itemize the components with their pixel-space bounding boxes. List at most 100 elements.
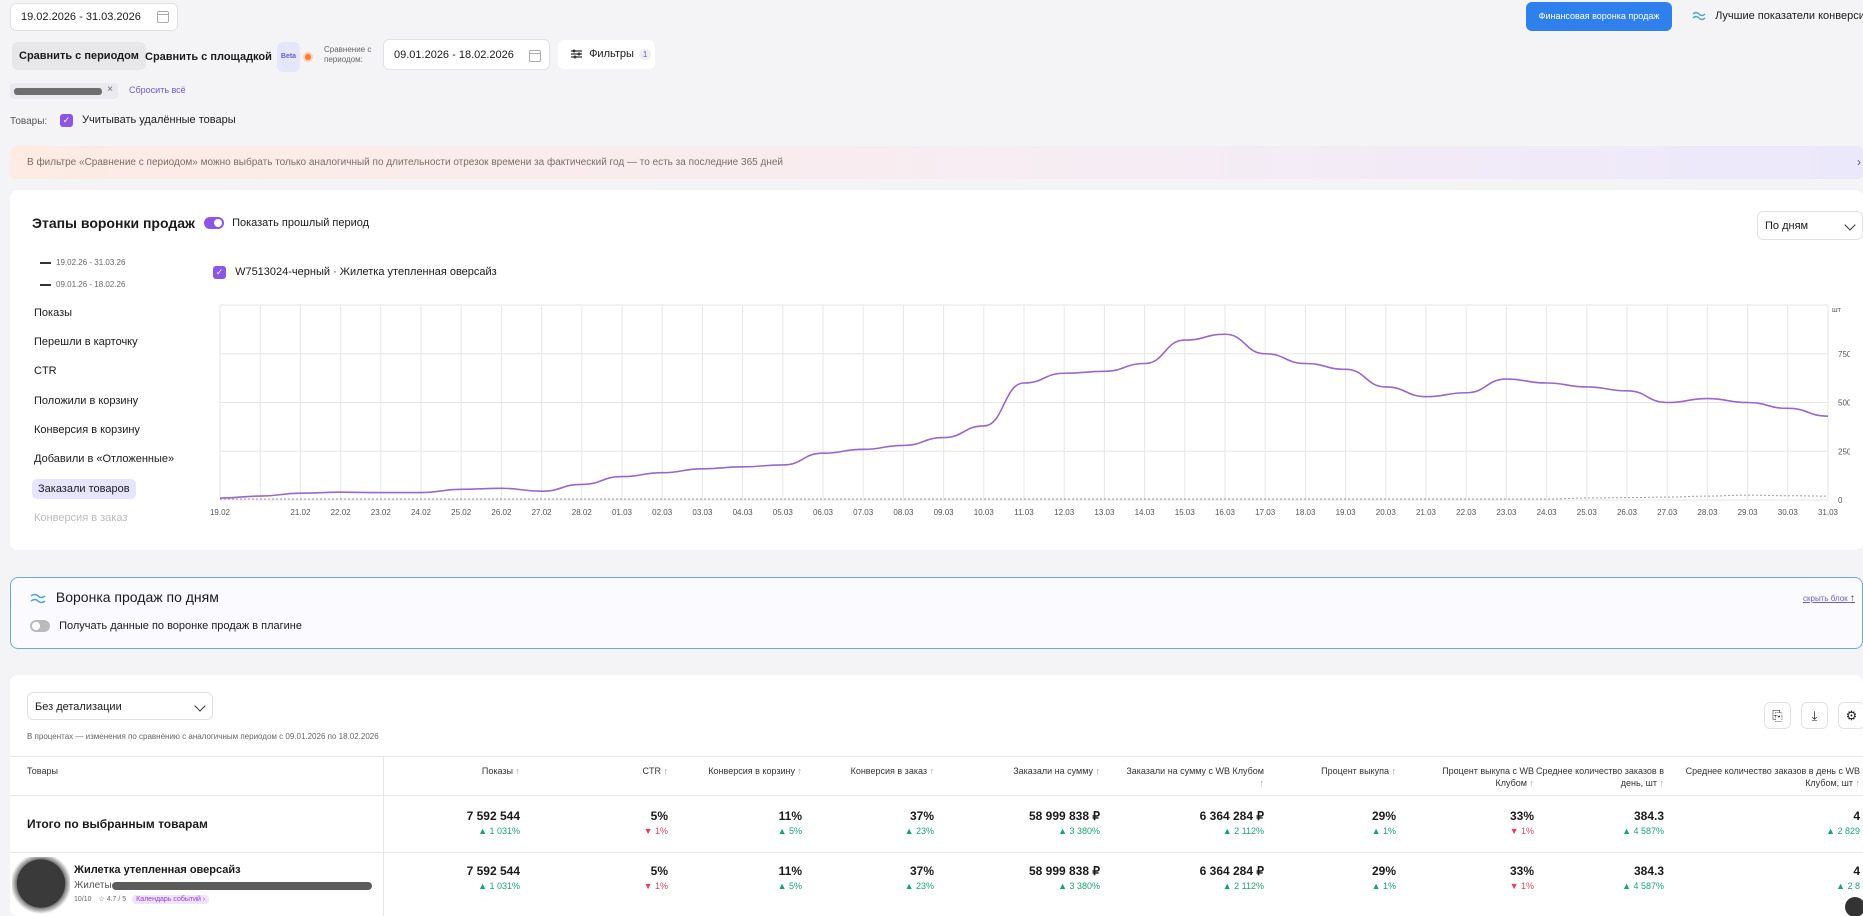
metric-deferred[interactable]: Добавили в «Отложенные» [34,453,175,465]
sort-arrow-icon[interactable]: ↑ [1852,778,1860,788]
x-tick-label: 25.02 [451,508,472,517]
product-rank: 10/10 [74,896,92,903]
x-tick-label: 26.03 [1617,508,1638,517]
scroll-top-button[interactable] [1845,897,1863,916]
metric-add-to-cart[interactable]: Положили в корзину [34,395,139,407]
column-header-buyout-wb[interactable]: Процент выкупа с WB Клубом ↑ [1414,765,1534,789]
tab-compare-platform[interactable]: Сравнить с площадкой Beta [138,42,320,72]
sort-arrow-icon[interactable]: ↑ [1259,778,1265,788]
waves-icon [1692,11,1706,21]
y-tick-label: 250 [1838,447,1850,456]
x-tick-label: 22.02 [331,508,352,517]
hide-block-label: скрыть блок [1803,594,1848,603]
total-delta-shows: ▲ 1 031% [478,826,520,836]
metric-ctr[interactable]: CTR [34,365,57,377]
sheet-icon: ⎘ [1772,708,1783,723]
filter-chip[interactable]: × [10,83,118,99]
total-value-avg-orders-wb: 4 [1853,809,1860,823]
column-header-ctr[interactable]: CTR ↑ [588,765,668,777]
divider [10,756,1863,757]
close-icon[interactable]: × [107,84,113,95]
column-header-avg-orders[interactable]: Среднее количество заказов в день, шт ↑ [1534,765,1664,789]
product-value-order-conv: 37% [909,864,934,878]
total-delta-order-conv: ▲ 23% [904,826,934,836]
sort-arrow-icon[interactable]: ↑ [794,766,802,776]
best-conversion-link[interactable]: Лучшие показатели конверсии [1692,10,1863,22]
redacted-text [14,88,102,95]
x-tick-label: 15.03 [1175,508,1196,517]
total-row-label: Итого по выбранным товарам [27,817,208,831]
sort-arrow-icon[interactable]: ↑ [1526,778,1534,788]
date-range-picker[interactable]: 19.02.2026 - 31.03.2026 [10,3,178,31]
sort-arrow-icon[interactable]: ↑ [926,766,934,776]
series-line-current [219,333,1829,499]
x-tick-label: 28.02 [572,508,593,517]
metric-card-visits[interactable]: Перешли в карточку [34,336,138,348]
tab-compare-period[interactable]: Сравнить с периодом [12,42,146,70]
detail-select[interactable]: Без детализации [27,692,213,720]
product-value-shows: 7 592 544 [466,864,520,878]
notification-dot-icon [303,52,314,62]
legend-previous: 09.01.26 - 18.02.26 [40,280,125,289]
column-header-buyout[interactable]: Процент выкупа ↑ [1286,765,1396,777]
show-prev-label: Показать прошлый период [232,217,370,229]
product-image[interactable] [12,857,70,916]
column-header-cart-conv[interactable]: Конверсия в корзину ↑ [682,765,802,777]
x-tick-label: 09.03 [934,508,955,517]
product-delta-buyout-wb: ▼ 1% [1509,881,1534,891]
export-sheet-button[interactable]: ⎘ [1764,702,1791,729]
finance-funnel-button[interactable]: Финансовая воронка продаж [1526,2,1672,31]
total-value-shows: 7 592 544 [466,809,520,823]
arrow-up-icon: ↑ [1849,593,1855,604]
column-header-order-conv[interactable]: Конверсия в заказ ↑ [814,765,934,777]
legend-current-label: 19.02.26 - 31.03.26 [56,258,126,267]
product-delta-cart-conv: ▲ 5% [777,881,802,891]
granularity-select[interactable]: По дням [1757,211,1863,240]
x-tick-label: 21.02 [290,508,311,517]
product-delta-ordered-sum-wb: ▲ 2 112% [1222,881,1264,891]
check-icon: ✓ [60,114,73,127]
product-value-ordered-sum: 58 999 838 ₽ [1028,864,1100,878]
column-header-shows[interactable]: Показы ↑ [400,765,520,777]
chevron-down-icon [1844,219,1856,231]
product-delta-ctr: ▼ 1% [643,881,668,891]
sliders-icon [571,49,582,59]
column-header-label: Показы [481,766,513,776]
product-name[interactable]: Жилетка утепленная оверсайз [74,864,241,876]
product-delta-shows: ▲ 1 031% [478,881,520,891]
reset-all-link[interactable]: Сбросить всё [129,85,186,95]
sort-arrow-icon[interactable]: ↑ [512,766,520,776]
y-tick-label: 750 [1838,350,1850,359]
column-header-ordered-sum[interactable]: Заказали на сумму ↑ [980,765,1100,777]
date-range-value: 19.02.2026 - 31.03.2026 [21,11,141,23]
sort-arrow-icon[interactable]: ↑ [1092,766,1100,776]
product-delta-order-conv: ▲ 23% [904,881,934,891]
metric-shows[interactable]: Показы [34,307,73,319]
metric-ordered[interactable]: Заказали товаров [32,479,136,499]
close-icon[interactable]: › [1857,155,1861,169]
download-button[interactable]: ⤓ [1801,702,1828,729]
product-value-ordered-sum-wb: 6 364 284 ₽ [1199,864,1264,878]
hide-block-link[interactable]: скрыть блок ↑ [1803,593,1855,604]
plugin-toggle[interactable]: Получать данные по воронке продаж в плаг… [30,620,302,633]
product-series-checkbox[interactable]: ✓ W7513024-черный · Жилетка утепленная о… [213,266,497,279]
redacted-text [112,882,372,890]
filters-button[interactable]: Фильтры 1 [558,40,655,69]
total-delta-buyout: ▲ 1% [1371,826,1396,836]
column-header-label: Конверсия в заказ [850,766,927,776]
x-tick-label: 31.03 [1818,508,1839,517]
column-header-avg-orders-wb[interactable]: Среднее количество заказов в день с WB К… [1670,765,1860,789]
include-deleted-checkbox[interactable]: ✓ Учитывать удалённые товары [60,114,236,127]
column-header-ordered-sum-wb[interactable]: Заказали на сумму с WB Клубом ↑ [1124,765,1264,789]
sort-arrow-icon[interactable]: ↑ [1656,778,1664,788]
sort-arrow-icon[interactable]: ↑ [1388,766,1396,776]
metric-cart-conversion[interactable]: Конверсия в корзину [34,424,140,436]
metric-order-conversion[interactable]: Конверсия в заказ [34,512,128,524]
sort-arrow-icon[interactable]: ↑ [660,766,668,776]
show-prev-toggle[interactable]: Показать прошлый период [204,217,370,230]
calendar-events-badge[interactable]: Календарь событий › [132,895,210,904]
toggle-switch[interactable] [30,620,50,633]
compare-date-picker[interactable]: 09.01.2026 - 18.02.2026 [383,39,550,70]
settings-button[interactable]: ⚙ [1838,702,1863,729]
toggle-switch[interactable] [204,217,224,230]
